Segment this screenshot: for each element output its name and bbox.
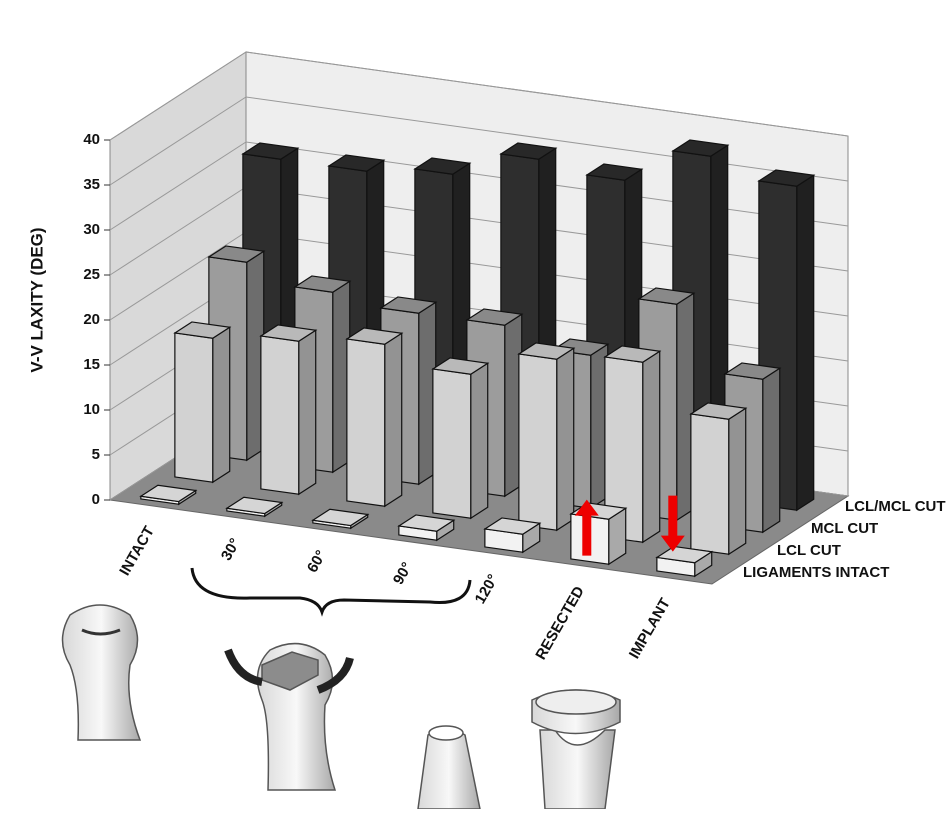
bar-front xyxy=(347,339,385,506)
y-tick-label: 15 xyxy=(83,356,100,373)
illustrations xyxy=(63,605,621,809)
y-tick-label: 40 xyxy=(83,131,100,148)
bar-front xyxy=(691,414,729,554)
bar-side xyxy=(797,175,814,510)
x-tick-label: 30° xyxy=(218,535,244,563)
y-tick-label: 20 xyxy=(83,311,100,328)
bar-side xyxy=(213,327,230,482)
bar-side xyxy=(643,351,660,542)
brace xyxy=(192,568,470,612)
bar-side xyxy=(385,333,402,506)
chart: V-V LAXITY (DEG) 0 5 10 15 20 25 30 35 40 LCL/MCL… xyxy=(0,0,946,809)
bar-side xyxy=(299,330,316,494)
y-tick-label: 25 xyxy=(83,266,100,283)
x-tick-label: RESECTED xyxy=(532,583,588,662)
bar-front xyxy=(261,336,299,494)
bar xyxy=(433,358,488,518)
bar xyxy=(347,328,402,506)
bar xyxy=(519,343,574,530)
y-tick-label: 30 xyxy=(83,221,100,238)
bar xyxy=(261,325,316,494)
bar xyxy=(691,403,746,554)
bar-front xyxy=(519,354,557,530)
legend-label: LCL/MCL CUT xyxy=(845,498,946,515)
bar-side xyxy=(471,363,488,518)
bar xyxy=(485,518,540,552)
y-axis-label: V-V LAXITY (DEG) xyxy=(27,227,46,372)
y-tick-label: 5 xyxy=(92,446,100,463)
x-tick-label: 60° xyxy=(304,547,330,575)
x-tick-label: 90° xyxy=(390,559,416,587)
y-tick-label: 0 xyxy=(92,491,100,508)
legend-label: LIGAMENTS INTACT xyxy=(743,564,889,581)
x-tick-label: 120° xyxy=(472,571,502,606)
bar-side xyxy=(557,348,574,530)
bar-side xyxy=(763,368,780,532)
y-tick-label: 10 xyxy=(83,401,100,418)
bar-front xyxy=(433,369,471,518)
bar-front xyxy=(175,333,213,482)
bar-side xyxy=(729,408,746,554)
x-tick-label: INTACT xyxy=(116,523,158,578)
legend-label: LCL CUT xyxy=(777,542,841,559)
bar xyxy=(175,322,230,482)
y-tick-label: 35 xyxy=(83,176,100,193)
legend-label: MCL CUT xyxy=(811,520,878,537)
x-tick-label: IMPLANT xyxy=(626,595,674,661)
plot-area: 0 5 10 15 20 25 30 35 40 LCL/MCL CUT MCL CUT LCL CU… xyxy=(83,52,945,663)
